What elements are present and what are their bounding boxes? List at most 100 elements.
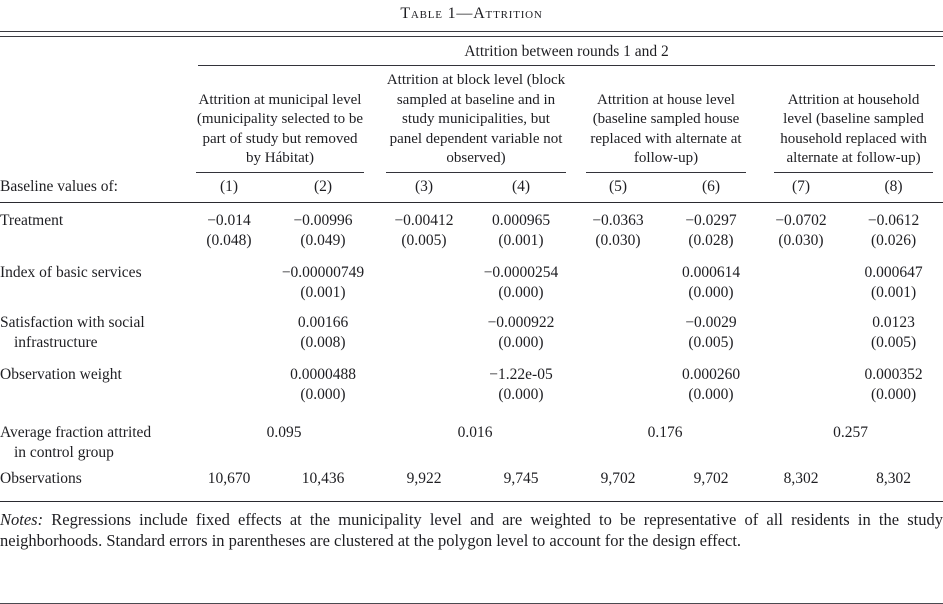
group-header-municipal: Attrition at municipal level (municipali… <box>190 66 378 173</box>
coef-cell: 0.00166 <box>297 313 349 331</box>
coef-cell: 0.0000488 <box>290 365 356 383</box>
row-label-avg-fraction-line1: Average fraction attrited <box>0 423 152 441</box>
se-cell <box>758 283 844 303</box>
row-label-treatment: Treatment <box>0 211 64 229</box>
se-cell: (0.048) <box>206 231 252 249</box>
obs-cell: 9,702 <box>600 469 636 487</box>
avg-fraction-cell: 0.176 <box>647 423 683 441</box>
coef-cell: −0.000922 <box>487 313 555 331</box>
row-index-services-coef: Index of basic services −0.00000749 −0.0… <box>0 251 943 283</box>
coef-cell: −0.0612 <box>867 211 920 229</box>
row-label-satisfaction-line2: infrastructure <box>14 333 98 351</box>
row-index-services-se: (0.001) (0.000) (0.000) (0.001) <box>0 283 943 303</box>
row-label-satisfaction-line1: Satisfaction with social <box>0 313 145 331</box>
coef-cell <box>378 303 470 333</box>
col-number: (1) <box>190 172 268 203</box>
coef-cell: −0.00996 <box>293 211 353 229</box>
coef-cell <box>190 251 268 283</box>
col-number: (6) <box>664 172 758 203</box>
coef-cell <box>758 303 844 333</box>
group-header-household: Attrition at household level (baseline s… <box>758 66 943 173</box>
group-header-block-text: Attrition at block level (block sampled … <box>386 71 566 173</box>
se-cell <box>378 333 470 353</box>
coef-cell <box>572 303 664 333</box>
obs-cell: 8,302 <box>876 469 911 487</box>
span-header-text: Attrition between rounds 1 and 2 <box>198 42 936 66</box>
se-cell: (0.026) <box>870 231 917 249</box>
coef-cell: 0.000614 <box>681 263 741 281</box>
se-cell <box>572 283 664 303</box>
col-number: (7) <box>758 172 844 203</box>
row-obs-weight-se: (0.000) (0.000) (0.000) (0.000) <box>0 385 943 405</box>
se-cell: (0.000) <box>688 283 734 301</box>
group-header-municipal-text: Attrition at municipal level (municipali… <box>196 91 364 173</box>
coef-cell: −0.014 <box>207 211 251 229</box>
row-label-observations: Observations <box>0 469 82 487</box>
avg-fraction-cell: 0.257 <box>833 423 868 441</box>
coef-cell: −1.22e-05 <box>489 365 553 383</box>
row-treatment-coef: Treatment −0.014 −0.00996 −0.00412 0.000… <box>0 202 943 231</box>
obs-cell: 9,702 <box>693 469 729 487</box>
coef-cell <box>758 251 844 283</box>
se-cell <box>572 333 664 353</box>
coef-cell <box>190 303 268 333</box>
table-notes: Notes: Regressions include fixed effects… <box>0 509 943 552</box>
coef-cell: 0.000647 <box>864 263 923 281</box>
se-cell <box>758 333 844 353</box>
group-header-household-text: Attrition at household level (baseline s… <box>774 91 934 173</box>
se-cell: (0.005) <box>870 333 917 351</box>
table-bottom-rule <box>0 500 943 502</box>
se-cell: (0.030) <box>595 231 641 249</box>
group-header-block: Attrition at block level (block sampled … <box>378 66 572 173</box>
coef-cell: −0.0000254 <box>483 263 559 281</box>
avg-fraction-cell: 0.095 <box>266 423 302 441</box>
table-title: Table 1—Attrition <box>400 5 543 22</box>
se-cell: (0.030) <box>778 231 824 249</box>
coef-cell: 0.000965 <box>491 211 551 229</box>
notes-text: Regressions include fixed effects at the… <box>0 509 943 551</box>
coef-cell <box>378 353 470 385</box>
coef-cell <box>378 251 470 283</box>
coef-cell: 0.0123 <box>872 313 915 331</box>
se-cell: (0.005) <box>401 231 447 249</box>
se-cell: (0.000) <box>498 333 544 351</box>
row-avg-fraction: Average fraction attrited 0.095 0.016 0.… <box>0 405 943 443</box>
row-satisfaction-coef: Satisfaction with social 0.00166 −0.0009… <box>0 303 943 333</box>
coef-cell: −0.00000749 <box>281 263 365 281</box>
empty-stub-cell <box>0 66 190 173</box>
coef-cell <box>572 353 664 385</box>
row-avg-fraction-label2: in control group <box>0 443 943 463</box>
span-header-row: Attrition between rounds 1 and 2 <box>0 37 943 66</box>
col-number: (5) <box>572 172 664 203</box>
group-header-house-text: Attrition at house level (baseline sam­p… <box>586 91 746 173</box>
se-cell: (0.001) <box>498 231 544 249</box>
empty-label-cell <box>0 231 190 251</box>
se-cell: (0.008) <box>300 333 346 351</box>
avg-fraction-cell: 0.016 <box>457 423 493 441</box>
se-cell <box>758 385 844 405</box>
se-cell <box>378 385 470 405</box>
coef-cell: −0.0029 <box>685 313 737 331</box>
se-cell: (0.000) <box>498 283 544 301</box>
se-cell: (0.001) <box>300 283 346 301</box>
se-cell: (0.000) <box>688 385 734 403</box>
col-number: (2) <box>268 172 378 203</box>
row-label-index-services: Index of basic services <box>0 263 142 281</box>
se-cell: (0.001) <box>870 283 917 301</box>
se-cell: (0.005) <box>688 333 734 351</box>
se-cell: (0.000) <box>498 385 544 403</box>
top-double-rule <box>0 31 943 37</box>
obs-cell: 10,670 <box>207 469 251 487</box>
empty-cell <box>190 443 943 463</box>
col-number: (3) <box>378 172 470 203</box>
se-cell: (0.000) <box>300 385 346 403</box>
se-cell <box>572 385 664 405</box>
se-cell: (0.000) <box>870 385 917 403</box>
coef-cell: −0.00412 <box>394 211 454 229</box>
row-observations: Observations 10,670 10,436 9,922 9,745 9… <box>0 463 943 499</box>
row-label-obs-weight: Observation weight <box>0 365 122 383</box>
se-cell: (0.028) <box>688 231 734 249</box>
obs-cell: 10,436 <box>301 469 345 487</box>
se-cell <box>378 283 470 303</box>
